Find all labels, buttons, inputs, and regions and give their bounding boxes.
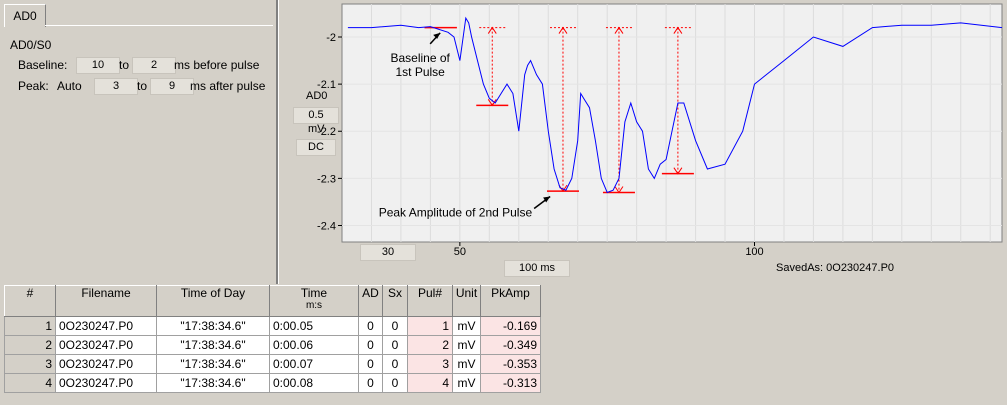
y-tick-label: -2.2 (317, 126, 336, 138)
annotation-arrowhead (433, 32, 441, 39)
baseline-from-input[interactable]: 10 (76, 57, 120, 74)
table-row[interactable]: 1 0O230247.P0 "17:38:34.6" 0:00.05 0 0 1… (4, 316, 541, 336)
peak-from-input[interactable]: 3 (94, 78, 138, 95)
axis-unit: mV (308, 123, 325, 135)
header-ad[interactable]: AD (358, 285, 383, 317)
annotation-baseline-text: 1st Pulse (395, 65, 445, 79)
channel-label: AD0/S0 (10, 38, 52, 52)
baseline-to-input[interactable]: 2 (132, 57, 176, 74)
axis-scale-input[interactable]: 0.5 (293, 107, 339, 124)
peak-mode-select[interactable]: Auto (57, 79, 82, 93)
peak-label: Peak: (18, 79, 49, 93)
time-span-input[interactable]: 100 ms (504, 260, 570, 277)
header-time[interactable]: Time m:s (269, 285, 359, 317)
header-unit[interactable]: Unit (452, 285, 481, 317)
baseline-label: Baseline: (18, 58, 68, 72)
axis-channel: AD0 (306, 90, 328, 102)
results-table: # Filename Time of Day Time m:s AD Sx Pul… (4, 285, 541, 393)
y-tick-label: -2.3 (317, 173, 336, 185)
signal-trace (347, 16, 1003, 194)
header-num[interactable]: # (4, 285, 56, 317)
y-tick-label: -2.1 (317, 79, 336, 91)
plot-area[interactable] (341, 3, 1003, 243)
tab-ad0[interactable]: AD0 (4, 4, 46, 27)
header-filename[interactable]: Filename (55, 285, 157, 317)
baseline-to-label: to (119, 58, 130, 72)
table-row[interactable]: 3 0O230247.P0 "17:38:34.6" 0:00.07 0 0 3… (4, 354, 541, 374)
header-pkamp[interactable]: PkAmp (480, 285, 541, 317)
panel-separator (276, 0, 279, 284)
annotation-peak-text: Peak Amplitude of 2nd Pulse (379, 206, 533, 220)
annotation-baseline-text: Baseline of (390, 51, 450, 65)
table-row[interactable]: 2 0O230247.P0 "17:38:34.6" 0:00.06 0 0 2… (4, 335, 541, 355)
table-row[interactable]: 4 0O230247.P0 "17:38:34.6" 0:00.08 0 0 4… (4, 373, 541, 393)
x-position-input[interactable]: 30 (360, 244, 416, 261)
annotation-arrowhead (543, 196, 551, 203)
y-tick-label: -2.4 (317, 221, 336, 233)
axis-coupling-button[interactable]: DC (296, 139, 336, 156)
peak-arrow-up (487, 26, 497, 34)
saved-as-label: SavedAs: 0O230247.P0 (776, 262, 895, 274)
peak-to-input[interactable]: 9 (150, 78, 194, 95)
x-tick-label: 50 (454, 246, 466, 258)
header-time-of-day[interactable]: Time of Day (156, 285, 270, 317)
x-tick-label: 100 (745, 246, 763, 258)
peak-arrow-up (673, 26, 683, 34)
header-sx[interactable]: Sx (382, 285, 408, 317)
baseline-suffix: ms before pulse (174, 58, 260, 72)
peak-suffix: ms after pulse (190, 79, 266, 93)
header-pulse[interactable]: Pul# (407, 285, 453, 317)
tab-divider (45, 25, 273, 26)
peak-arrow-up (614, 26, 624, 34)
peak-arrow-up (558, 26, 568, 34)
y-tick-label: -2 (326, 32, 336, 44)
peak-to-label: to (137, 79, 148, 93)
